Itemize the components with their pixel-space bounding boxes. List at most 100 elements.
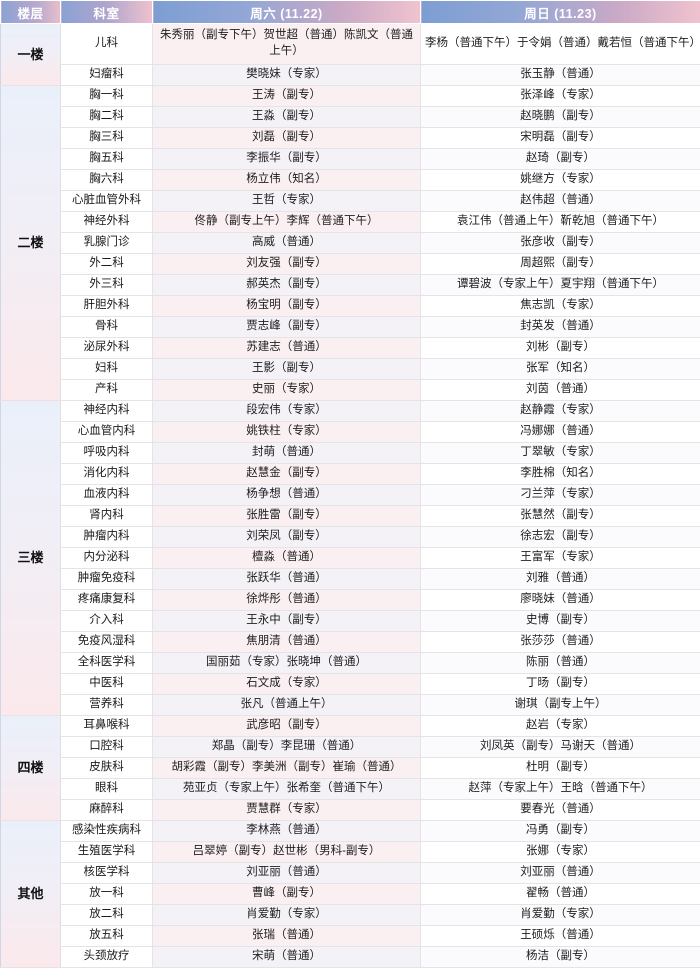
saturday-doctors-text: 王影（副专） [157, 361, 416, 377]
table-row: 眼科苑亚贞（专家上午）张希奎（普通下午） 赵萍（专家上午）王晗（普通下午） [1, 779, 700, 800]
saturday-doctors-text: 李林燕（普通） [157, 823, 416, 839]
saturday-doctors-text: 封萌（普通） [157, 445, 416, 461]
department-name: 骨科 [61, 317, 153, 338]
saturday-doctors-text: 樊晓妹（专家） [157, 67, 416, 83]
department-name: 泌尿外科 [61, 338, 153, 359]
sunday-doctors-cell: 张彦收（副专） [421, 233, 700, 254]
saturday-doctors-cell: 姚铁柱（专家） [153, 422, 421, 443]
table-row: 心血管内科姚铁柱（专家）冯娜娜（普通） [1, 422, 700, 443]
saturday-doctors-cell: 郑晶（副专）李昆珊（普通） [153, 737, 421, 758]
saturday-doctors-cell: 张凡（普通上午） [153, 695, 421, 716]
sunday-doctors-cell: 张娜（专家） [421, 842, 700, 863]
table-row: 介入科王永中（副专） 史博（副专） [1, 611, 700, 632]
sunday-doctors-cell: 封英发（普通） [421, 317, 700, 338]
table-row: 外二科刘友强（副专）周超熙（副专） [1, 254, 700, 275]
sunday-doctors-cell: 刘茵（普通） [421, 380, 700, 401]
table-row: 麻醉科贾慧群（专家）要春光（普通） [1, 800, 700, 821]
saturday-doctors-text: 张跃华（普通） [157, 571, 416, 587]
department-name: 乳腺门诊 [61, 233, 153, 254]
saturday-doctors-cell: 国丽茹（专家）张晓坤（普通） [153, 653, 421, 674]
sunday-doctors-cell: 赵晓鹏（副专） [421, 107, 700, 128]
sunday-doctors-cell: 张慧然（副专） [421, 506, 700, 527]
saturday-doctors-cell: 檀淼（普通） [153, 548, 421, 569]
sunday-doctors-cell: 史博（副专） [421, 611, 700, 632]
sunday-doctors-text: 赵萍（专家上午）王晗（普通下午） [425, 781, 696, 797]
saturday-doctors-text: 杨宝明（副专） [157, 298, 416, 314]
saturday-doctors-text: 王永中（副专） [157, 613, 416, 629]
saturday-doctors-text: 石文成（专家） [157, 676, 416, 692]
saturday-doctors-cell: 李林燕（普通） [153, 821, 421, 842]
department-name: 心脏血管外科 [61, 191, 153, 212]
saturday-doctors-cell: 武彦昭（副专） [153, 716, 421, 737]
sunday-doctors-text: 刘雅（普通） [425, 571, 696, 587]
department-name: 免疫风湿科 [61, 632, 153, 653]
table-row: 产科史丽（专家）刘茵（普通） [1, 380, 700, 401]
department-name: 呼吸内科 [61, 443, 153, 464]
department-name: 耳鼻喉科 [61, 716, 153, 737]
saturday-doctors-text: 徐烨彤（普通） [157, 592, 416, 608]
department-name: 肾内科 [61, 506, 153, 527]
department-name: 介入科 [61, 611, 153, 632]
department-name: 核医学科 [61, 863, 153, 884]
saturday-doctors-cell: 刘亚丽（普通） [153, 863, 421, 884]
saturday-doctors-text: 张胜雷（副专） [157, 508, 416, 524]
department-name: 眼科 [61, 779, 153, 800]
saturday-doctors-text: 宋萌（普通） [157, 949, 416, 965]
saturday-doctors-text: 王哲（专家） [157, 193, 416, 209]
sunday-doctors-text: 刘彬（副专） [425, 340, 696, 356]
sunday-doctors-cell: 刘亚丽（普通） [421, 863, 700, 884]
saturday-doctors-text: 肖爱勤（专家） [157, 907, 416, 923]
table-row: 胸二科王淼（副专）赵晓鹏（副专） [1, 107, 700, 128]
table-row: 中医科石文成（专家）丁旸（副专） [1, 674, 700, 695]
column-header-dept: 科室 [61, 1, 153, 24]
sunday-doctors-cell: 谭碧波（专家上午）夏宇翔（普通下午） [421, 275, 700, 296]
department-name: 放五科 [61, 926, 153, 947]
sunday-doctors-text: 李杨（普通下午）于令娟（普通）戴若恒（普通下午） [425, 36, 696, 52]
saturday-doctors-cell: 胡彩霞（副专）李美洲（副专）崔瑜（普通） [153, 758, 421, 779]
sunday-doctors-text: 封英发（普通） [425, 319, 696, 335]
sunday-doctors-cell: 刘彬（副专） [421, 338, 700, 359]
table-row: 放一科曹峰（副专）翟畅（普通） [1, 884, 700, 905]
saturday-doctors-text: 姚铁柱（专家） [157, 424, 416, 440]
table-row: 头颈放疗宋萌（普通）杨洁（副专） [1, 947, 700, 968]
department-name: 中医科 [61, 674, 153, 695]
department-name: 胸三科 [61, 128, 153, 149]
department-name: 肝胆外科 [61, 296, 153, 317]
sunday-doctors-cell: 刁兰萍（专家） [421, 485, 700, 506]
department-name: 口腔科 [61, 737, 153, 758]
saturday-doctors-cell: 郝英杰（副专） [153, 275, 421, 296]
department-name: 神经内科 [61, 401, 153, 422]
table-row: 泌尿外科苏建志（普通） 刘彬（副专） [1, 338, 700, 359]
table-header: 楼层 科室 周六 (11.22) 周日 (11.23) [1, 1, 700, 24]
sunday-doctors-text: 张彦收（副专） [425, 235, 696, 251]
table-row: 胸三科刘磊（副专）宋明磊（副专） [1, 128, 700, 149]
table-row: 血液内科杨争想（普通）刁兰萍（专家） [1, 485, 700, 506]
sunday-doctors-cell: 张莎莎（普通） [421, 632, 700, 653]
sunday-doctors-text: 肖爱勤（专家） [425, 907, 696, 923]
department-name: 产科 [61, 380, 153, 401]
sunday-doctors-text: 张娜（专家） [425, 844, 696, 860]
department-name: 外二科 [61, 254, 153, 275]
saturday-doctors-text: 苑亚贞（专家上午）张希奎（普通下午） [157, 781, 416, 797]
sunday-doctors-cell: 张玉静（普通） [421, 65, 700, 86]
saturday-doctors-cell: 吕翠婷（副专）赵世彬（男科-副专） [153, 842, 421, 863]
table-row: 一楼儿科朱秀丽（副专下午）贺世超（普通）陈凯文（普通上午）李杨（普通下午）于令娟… [1, 24, 700, 65]
saturday-doctors-cell: 张瑞（普通） [153, 926, 421, 947]
saturday-doctors-cell: 刘磊（副专） [153, 128, 421, 149]
sunday-doctors-text: 冯勇（副专） [425, 823, 696, 839]
sunday-doctors-text: 杜明（副专） [425, 760, 696, 776]
sunday-doctors-text: 焦志凯（专家） [425, 298, 696, 314]
saturday-doctors-cell: 杨立伟（知名） [153, 170, 421, 191]
table-row: 全科医学科国丽茹（专家）张晓坤（普通）陈丽（普通） [1, 653, 700, 674]
floor-label: 四楼 [1, 716, 61, 821]
table-row: 其他感染性疾病科李林燕（普通）冯勇（副专） [1, 821, 700, 842]
department-name: 儿科 [61, 24, 153, 65]
table-row: 二楼胸一科王涛（副专）张泽峰（专家） [1, 86, 700, 107]
saturday-doctors-text: 佟静（副专上午）李辉（普通下午） [157, 214, 416, 230]
saturday-doctors-text: 刘友强（副专） [157, 256, 416, 272]
floor-label: 一楼 [1, 24, 61, 86]
column-header-sunday: 周日 (11.23) [421, 1, 700, 24]
saturday-doctors-cell: 李振华（副专） [153, 149, 421, 170]
saturday-doctors-text: 苏建志（普通） [157, 340, 416, 356]
sunday-doctors-text: 姚继方（专家） [425, 172, 696, 188]
